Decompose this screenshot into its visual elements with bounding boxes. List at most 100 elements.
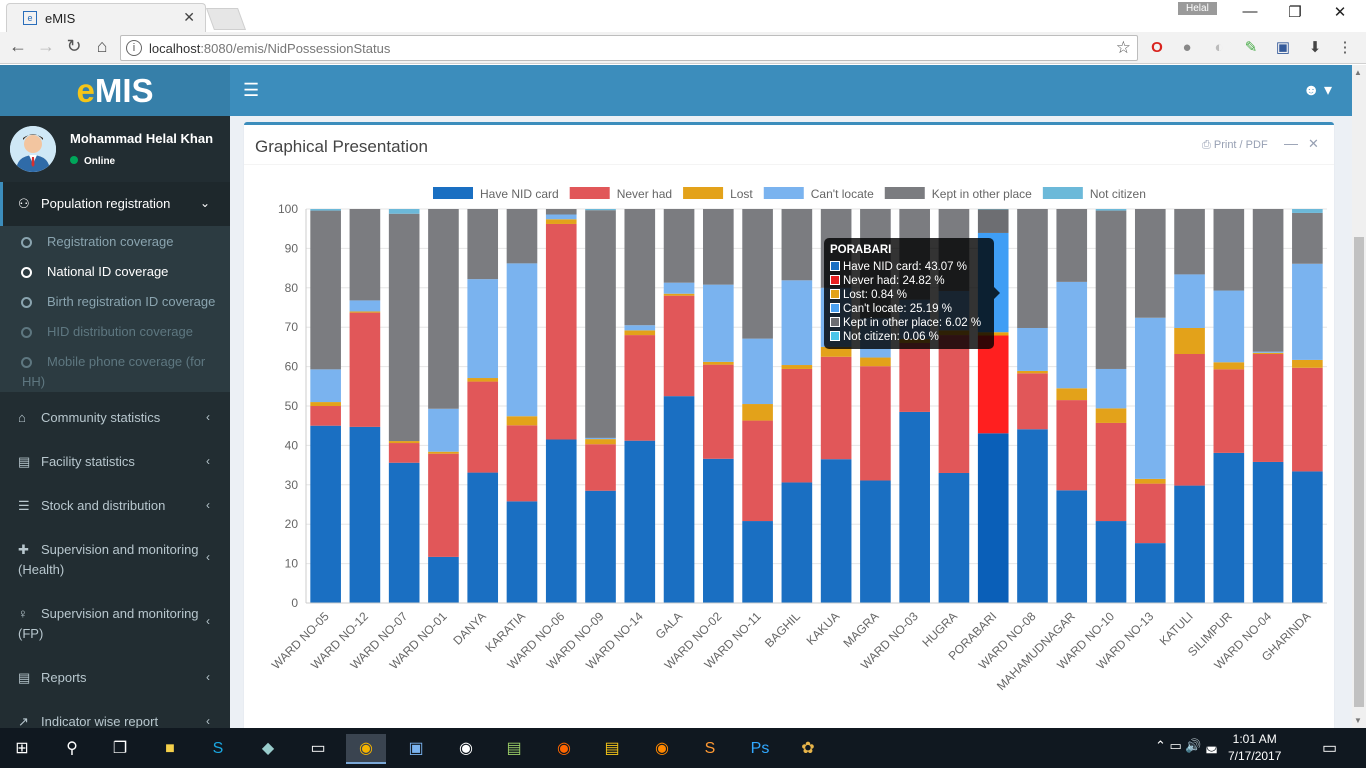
taskbar-clock[interactable]: 1:01 AM 7/17/2017 — [1228, 731, 1281, 765]
task-view-icon[interactable]: ❐ — [112, 740, 128, 757]
list-icon: ▤ — [18, 670, 31, 685]
site-info-icon[interactable]: i — [126, 40, 142, 56]
submenu-mobile-phone-coverage[interactable]: Mobile phone coverage (for HH) — [0, 354, 230, 392]
minimize-window-icon[interactable]: — — [1242, 3, 1258, 20]
cube-extension-icon[interactable]: ▣ — [1275, 39, 1291, 56]
circle-icon — [21, 357, 32, 368]
circle-icon — [21, 237, 32, 248]
submenu-hid-distribution-coverage[interactable]: HID distribution coverage — [0, 324, 230, 354]
sidebar-item-label: Indicator wise report — [41, 714, 159, 728]
sidebar-item-community-statistics[interactable]: ⌂ Community statistics ‹ — [0, 410, 230, 430]
bar-segment — [1095, 408, 1127, 423]
reload-icon[interactable]: ↻ — [66, 36, 82, 56]
virtualbox-icon[interactable]: ▣ — [408, 740, 424, 757]
bar-segment — [624, 325, 656, 331]
sidebar-item-indicator-wise-report[interactable]: ↗ Indicator wise report ‹ — [0, 714, 230, 728]
x-tick-label: KATULI — [1157, 609, 1196, 648]
home-icon[interactable]: ⌂ — [96, 36, 108, 56]
submenu-registration-coverage[interactable]: Registration coverage — [0, 234, 230, 264]
user-menu-icon[interactable]: ☻ ▾ — [1302, 82, 1332, 99]
disabled-extension-icon[interactable]: ◐ — [1214, 39, 1224, 56]
globe-extension-icon[interactable]: ● — [1182, 39, 1192, 56]
chart-tooltip: PORABARI Have NID card: 43.07 % Never ha… — [824, 238, 1000, 349]
close-box-icon[interactable]: ✕ — [1308, 136, 1319, 151]
scroll-up-icon[interactable]: ▲ — [1354, 68, 1362, 77]
new-tab-button[interactable] — [205, 8, 247, 30]
sidebar-item-supervision-health[interactable]: ✚ Supervision and monitoring (Health) ‹ — [0, 542, 230, 582]
print-pdf-label: Print / PDF — [1213, 139, 1268, 151]
bar-segment — [820, 356, 852, 460]
bar-segment — [428, 453, 459, 557]
file-explorer-icon[interactable]: ▤ — [604, 740, 620, 757]
bar-segment — [545, 214, 577, 220]
bookmark-star-icon[interactable]: ☆ — [1115, 38, 1131, 57]
bar-segment — [781, 365, 813, 369]
eyedropper-extension-icon[interactable]: ✎ — [1244, 39, 1258, 56]
windows-start-icon[interactable]: ⊞ — [15, 740, 29, 757]
chevron-left-icon: ‹ — [206, 714, 210, 728]
tooltip-row: Can't locate: 25.19 % — [830, 302, 988, 316]
forward-arrow-icon[interactable]: → — [37, 36, 55, 56]
clock-time: 1:01 AM — [1232, 732, 1277, 746]
bar-segment — [820, 346, 852, 357]
photoshop-icon[interactable]: Ps — [750, 740, 770, 757]
bar-segment — [428, 451, 459, 454]
scrollbar-thumb[interactable] — [1354, 237, 1364, 707]
logo-rest: MIS — [94, 72, 154, 109]
opera-extension-icon[interactable]: O — [1151, 39, 1163, 56]
tab-close-icon[interactable]: ✕ — [183, 9, 195, 25]
bar-segment — [388, 209, 420, 214]
user-panel: Mohammad Helal Khan Online — [0, 116, 230, 182]
app-icon[interactable]: ◆ — [261, 740, 275, 757]
minimize-box-icon[interactable]: — — [1284, 135, 1298, 151]
uc-browser-icon[interactable]: ◉ — [655, 740, 669, 757]
browser-tab[interactable]: e eMIS ✕ — [6, 3, 206, 32]
sticky-notes-icon[interactable]: ■ — [165, 740, 175, 757]
bar-segment — [585, 439, 616, 445]
sidebar-item-supervision-fp[interactable]: ♀ Supervision and monitoring (FP) ‹ — [0, 606, 230, 646]
chevron-left-icon: ‹ — [206, 550, 210, 564]
bar-segment — [1095, 368, 1127, 409]
chart-app-icon[interactable]: ▤ — [506, 740, 522, 757]
activity-icon[interactable]: ◉ — [459, 740, 473, 757]
page-scrollbar[interactable]: ▲ ▼ — [1352, 65, 1366, 728]
paint-icon[interactable]: ✿ — [801, 740, 815, 757]
print-pdf-button[interactable]: ⎙ Print / PDF — [1202, 139, 1268, 152]
chrome-icon[interactable]: ◉ — [346, 734, 386, 764]
bar-segment — [742, 420, 773, 522]
sidebar-item-facility-statistics[interactable]: ▤ Facility statistics ‹ — [0, 454, 230, 474]
back-arrow-icon[interactable]: ← — [9, 36, 27, 56]
skype-icon[interactable]: S — [212, 740, 224, 757]
chrome-menu-icon[interactable]: ⋮ — [1337, 39, 1353, 56]
y-tick-label: 90 — [285, 241, 299, 255]
firefox-icon[interactable]: ◉ — [557, 740, 571, 757]
app-logo[interactable]: eMIS — [0, 65, 230, 116]
bar-segment — [1252, 351, 1284, 353]
bar-segment — [703, 209, 734, 285]
bar-segment — [1292, 212, 1323, 264]
bar-segment — [310, 406, 341, 426]
legend-label: Can't locate — [811, 187, 874, 201]
sidebar-item-reports[interactable]: ▤ Reports ‹ — [0, 670, 230, 690]
bar-segment — [1134, 317, 1166, 479]
close-window-icon[interactable]: ✕ — [1333, 4, 1347, 21]
scroll-down-icon[interactable]: ▼ — [1354, 716, 1362, 725]
terminal-icon[interactable]: ▭ — [310, 740, 326, 757]
bar-segment — [310, 369, 341, 403]
sidebar-item-label: Reports — [41, 670, 87, 685]
browser-profile-label[interactable]: Helal — [1178, 2, 1217, 15]
sidebar-item-population-registration[interactable]: ⚇ Population registration ⌄ — [0, 182, 230, 226]
system-tray[interactable]: ⌃ ▭ 🔊 ◛ — [1155, 738, 1218, 753]
sublime-text-icon[interactable]: S — [704, 740, 716, 757]
notifications-icon[interactable]: ▭ — [1322, 740, 1338, 757]
bar-segment — [506, 425, 538, 502]
sidebar-item-stock-and-distribution[interactable]: ☰ Stock and distribution ‹ — [0, 498, 230, 518]
submenu-national-id-coverage[interactable]: National ID coverage — [0, 264, 230, 294]
search-icon[interactable]: ⚲ — [66, 740, 78, 757]
download-icon[interactable]: ⬇ — [1308, 39, 1322, 56]
sidebar-toggle-icon[interactable]: ☰ — [243, 80, 260, 100]
address-bar[interactable]: i localhost:8080/emis/NidPossessionStatu… — [120, 35, 1138, 61]
submenu-birth-registration-coverage[interactable]: Birth registration ID coverage — [0, 294, 230, 324]
maximize-window-icon[interactable]: ❐ — [1288, 4, 1302, 21]
ie-favicon-icon: e — [23, 11, 37, 25]
